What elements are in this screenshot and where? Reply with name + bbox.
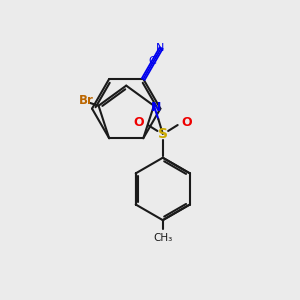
- Text: S: S: [158, 127, 168, 141]
- Text: N: N: [151, 101, 161, 114]
- Text: CH₃: CH₃: [153, 233, 172, 243]
- Text: O: O: [134, 116, 144, 129]
- Text: C: C: [148, 56, 156, 66]
- Text: Br: Br: [79, 94, 94, 107]
- Text: N: N: [155, 43, 164, 53]
- Text: O: O: [181, 116, 192, 129]
